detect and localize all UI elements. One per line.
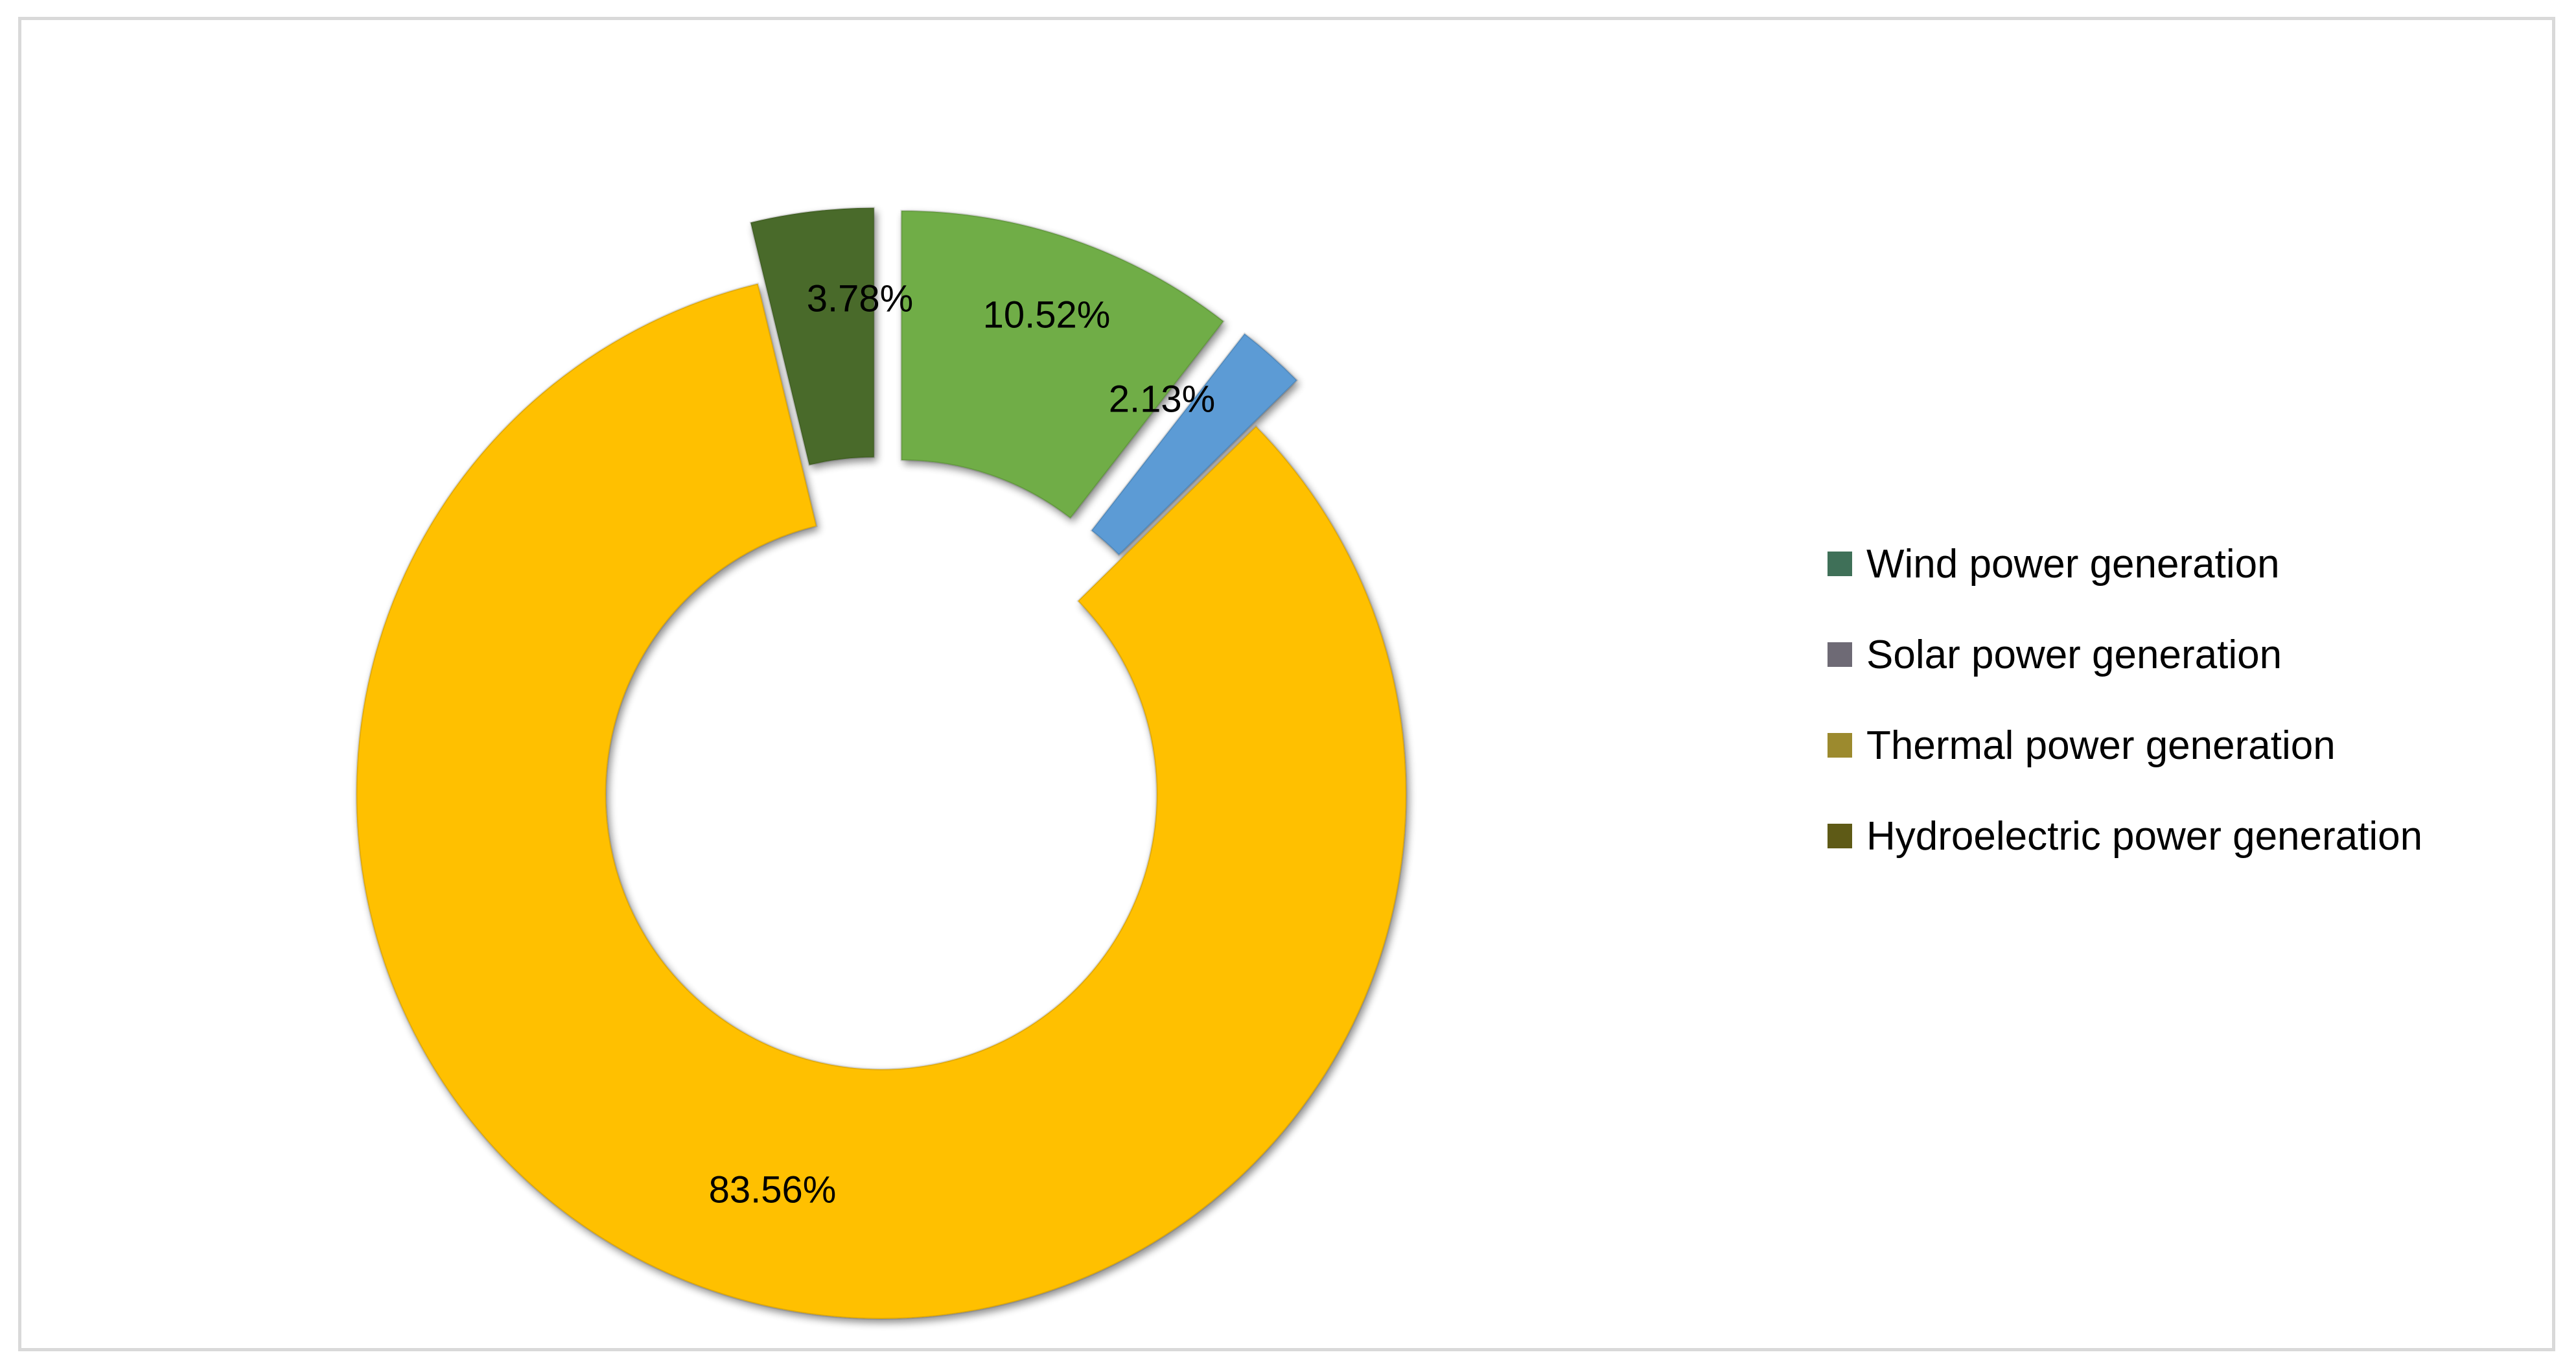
data-label-solar: 2.13% bbox=[1109, 378, 1215, 420]
legend-item-thermal: Thermal power generation bbox=[1828, 700, 2422, 791]
legend-item-wind: Wind power generation bbox=[1828, 518, 2422, 609]
legend-item-solar: Solar power generation bbox=[1828, 609, 2422, 700]
legend-swatch-thermal bbox=[1828, 733, 1852, 758]
legend-swatch-hydro bbox=[1828, 824, 1852, 848]
data-label-wind: 10.52% bbox=[983, 294, 1111, 336]
slice-hydro bbox=[749, 207, 876, 467]
legend-swatch-solar bbox=[1828, 642, 1852, 667]
legend-label-wind: Wind power generation bbox=[1866, 541, 2280, 587]
chart-legend: Wind power generation Solar power genera… bbox=[1828, 518, 2422, 881]
legend-swatch-wind bbox=[1828, 552, 1852, 576]
slice-solar bbox=[1090, 332, 1299, 557]
legend-label-hydro: Hydroelectric power generation bbox=[1866, 813, 2423, 859]
slice-wind bbox=[900, 209, 1225, 520]
data-label-hydro: 3.78% bbox=[807, 277, 913, 320]
data-label-thermal: 83.56% bbox=[709, 1169, 837, 1211]
legend-item-hydro: Hydroelectric power generation bbox=[1828, 791, 2422, 881]
slice-thermal bbox=[355, 282, 1408, 1320]
legend-label-thermal: Thermal power generation bbox=[1866, 723, 2336, 768]
legend-label-solar: Solar power generation bbox=[1866, 632, 2282, 677]
